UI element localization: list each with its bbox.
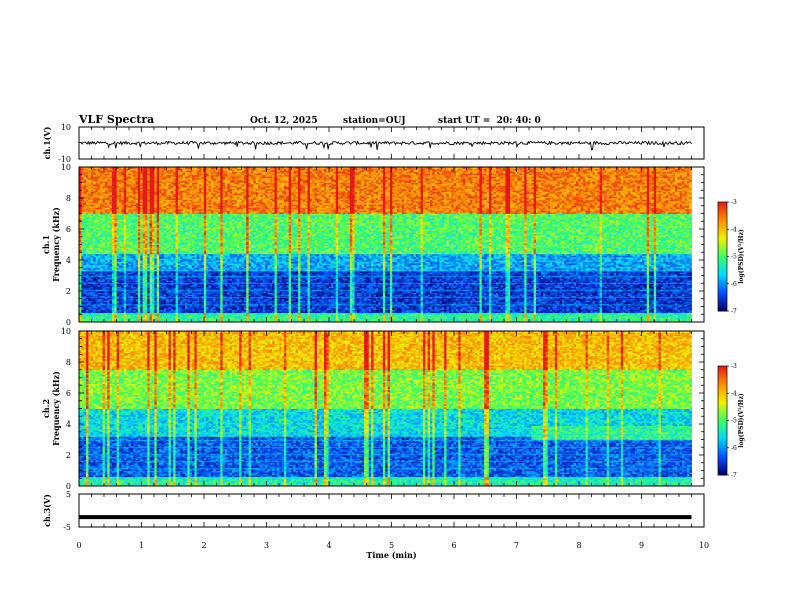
ch1-waveform-line — [79, 141, 692, 150]
header-start-time: start UT = 20: 40: 0 — [438, 116, 541, 126]
ch1-ylabel: ch.1(V) — [42, 126, 52, 159]
figure-title: VLF Spectra — [78, 113, 154, 126]
ch1-ytick-label: 10 — [61, 123, 71, 132]
vlf-spectra-figure: VLF Spectra Oct. 12, 2025 station=OUJ st… — [0, 0, 792, 612]
spectrogram-cells — [79, 167, 692, 322]
header-station: station=OUJ — [343, 116, 406, 126]
header-date: Oct. 12, 2025 — [250, 116, 318, 126]
